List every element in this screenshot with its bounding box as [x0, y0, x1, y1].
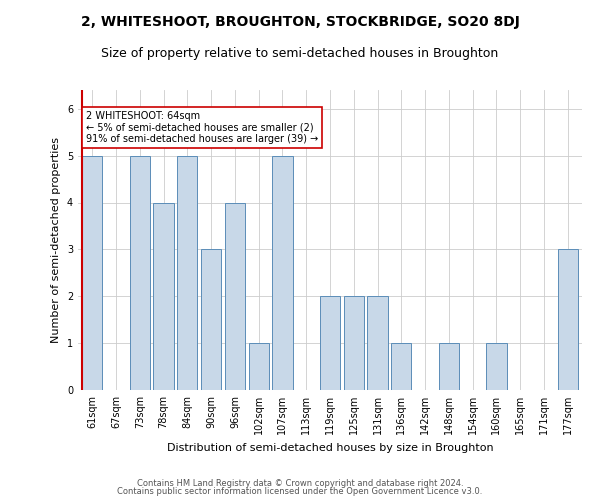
Bar — [320, 296, 340, 390]
Bar — [344, 296, 364, 390]
Text: 2 WHITESHOOT: 64sqm
← 5% of semi-detached houses are smaller (2)
91% of semi-det: 2 WHITESHOOT: 64sqm ← 5% of semi-detache… — [86, 111, 318, 144]
Bar — [225, 202, 245, 390]
X-axis label: Distribution of semi-detached houses by size in Broughton: Distribution of semi-detached houses by … — [167, 442, 493, 452]
Bar — [367, 296, 388, 390]
Y-axis label: Number of semi-detached properties: Number of semi-detached properties — [52, 137, 61, 343]
Text: Contains HM Land Registry data © Crown copyright and database right 2024.: Contains HM Land Registry data © Crown c… — [137, 478, 463, 488]
Bar — [439, 343, 459, 390]
Bar — [130, 156, 150, 390]
Text: 2, WHITESHOOT, BROUGHTON, STOCKBRIDGE, SO20 8DJ: 2, WHITESHOOT, BROUGHTON, STOCKBRIDGE, S… — [80, 15, 520, 29]
Bar — [557, 250, 578, 390]
Bar — [154, 202, 173, 390]
Text: Contains public sector information licensed under the Open Government Licence v3: Contains public sector information licen… — [118, 487, 482, 496]
Bar — [248, 343, 269, 390]
Bar — [201, 250, 221, 390]
Bar — [82, 156, 103, 390]
Bar — [391, 343, 412, 390]
Bar — [177, 156, 197, 390]
Bar — [487, 343, 506, 390]
Text: Size of property relative to semi-detached houses in Broughton: Size of property relative to semi-detach… — [101, 48, 499, 60]
Bar — [272, 156, 293, 390]
